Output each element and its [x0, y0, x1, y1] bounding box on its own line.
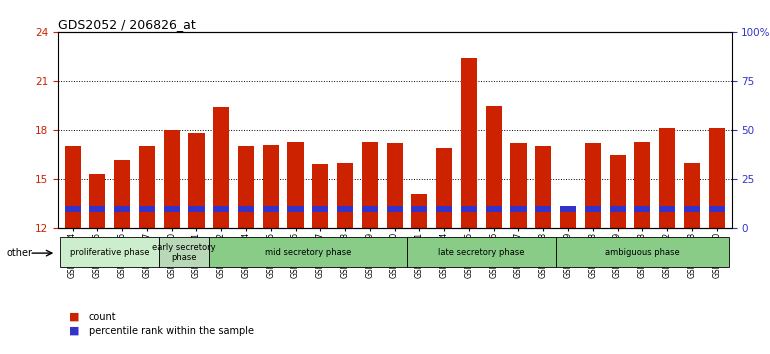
Bar: [486, 105, 502, 228]
Bar: [337, 163, 353, 228]
Bar: [436, 206, 452, 212]
Text: percentile rank within the sample: percentile rank within the sample: [89, 326, 253, 336]
Text: proliferative phase: proliferative phase: [70, 248, 149, 257]
Bar: [313, 165, 328, 228]
Bar: [213, 107, 229, 228]
Bar: [436, 148, 452, 228]
Text: ambiguous phase: ambiguous phase: [605, 248, 680, 257]
Bar: [535, 206, 551, 212]
Bar: [164, 130, 179, 228]
Bar: [65, 147, 81, 228]
Bar: [684, 163, 700, 228]
Bar: [387, 206, 403, 212]
Bar: [411, 194, 427, 228]
Bar: [535, 147, 551, 228]
Bar: [263, 145, 279, 228]
Bar: [461, 206, 477, 212]
Bar: [362, 206, 378, 212]
Text: GDS2052 / 206826_at: GDS2052 / 206826_at: [58, 18, 196, 31]
Bar: [511, 143, 527, 228]
Bar: [362, 142, 378, 228]
Bar: [411, 206, 427, 212]
Bar: [209, 237, 407, 267]
Bar: [139, 206, 155, 212]
Bar: [89, 206, 105, 212]
Bar: [159, 237, 209, 267]
Bar: [407, 237, 556, 267]
Bar: [114, 206, 130, 212]
Text: ■: ■: [69, 326, 80, 336]
Text: mid secretory phase: mid secretory phase: [265, 248, 351, 257]
Bar: [313, 206, 328, 212]
Bar: [60, 237, 159, 267]
Bar: [263, 206, 279, 212]
Bar: [189, 206, 205, 212]
Text: early secretory
phase: early secretory phase: [152, 242, 216, 262]
Text: late secretory phase: late secretory phase: [438, 248, 524, 257]
Bar: [708, 206, 725, 212]
Bar: [511, 206, 527, 212]
Bar: [287, 206, 303, 212]
Bar: [486, 206, 502, 212]
Bar: [634, 206, 651, 212]
Bar: [560, 206, 576, 212]
Text: count: count: [89, 312, 116, 322]
Bar: [238, 206, 254, 212]
Bar: [610, 206, 625, 212]
Bar: [708, 129, 725, 228]
Bar: [387, 143, 403, 228]
Bar: [139, 147, 155, 228]
Bar: [89, 174, 105, 228]
Bar: [461, 58, 477, 228]
Bar: [659, 129, 675, 228]
Bar: [337, 206, 353, 212]
Bar: [114, 160, 130, 228]
Bar: [560, 209, 576, 228]
Bar: [65, 206, 81, 212]
Bar: [164, 206, 179, 212]
Bar: [584, 206, 601, 212]
Bar: [610, 155, 625, 228]
Bar: [287, 142, 303, 228]
Bar: [584, 143, 601, 228]
Text: ■: ■: [69, 312, 80, 322]
Bar: [634, 142, 651, 228]
Bar: [556, 237, 729, 267]
Bar: [238, 147, 254, 228]
Bar: [659, 206, 675, 212]
Text: other: other: [6, 248, 32, 258]
Bar: [684, 206, 700, 212]
Bar: [213, 206, 229, 212]
Bar: [189, 133, 205, 228]
